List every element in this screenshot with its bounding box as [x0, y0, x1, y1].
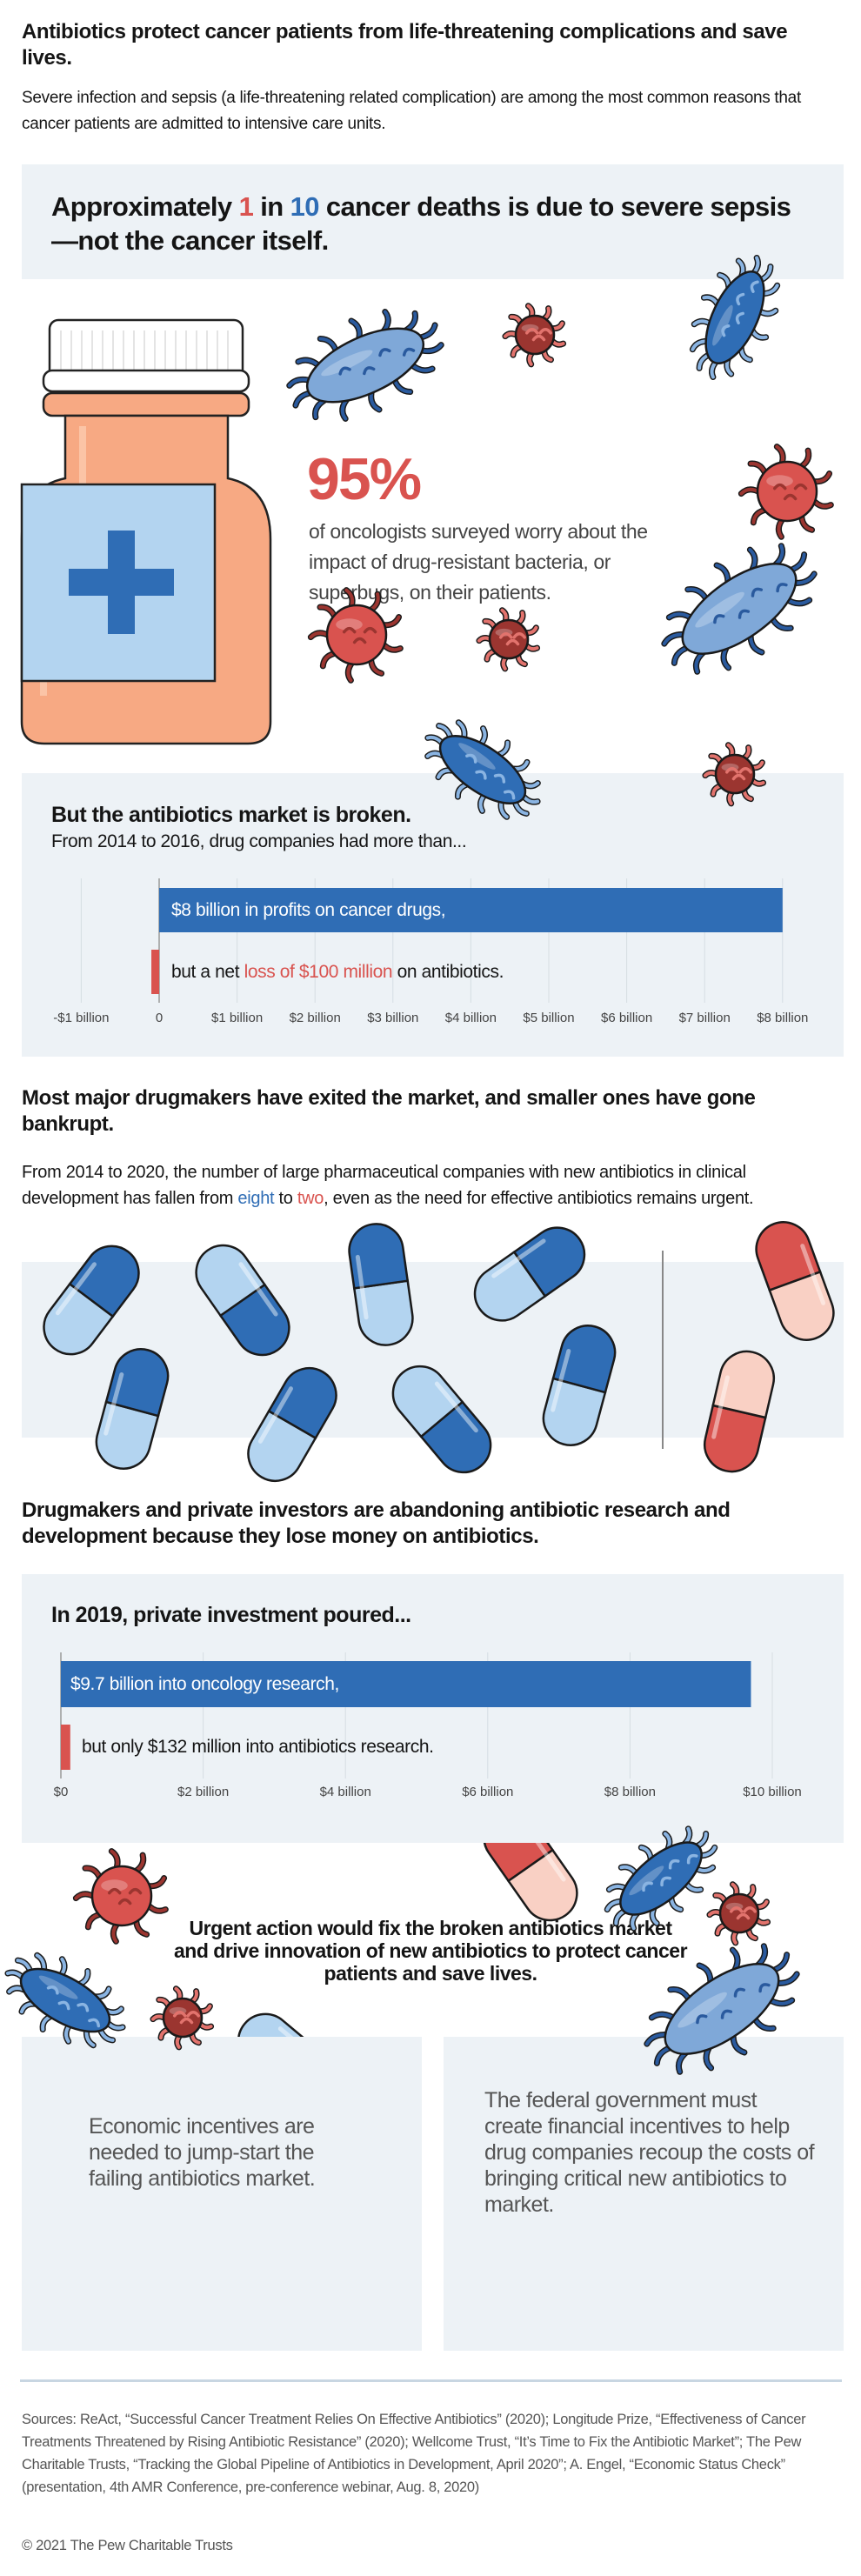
sepsis-callout-panel [22, 164, 844, 279]
bar-1 [151, 950, 159, 994]
x-tick-label: $8 billion [757, 1011, 809, 1025]
pills-divider [662, 1251, 664, 1449]
bar-label-segment: in profits on cancer drugs, [239, 900, 446, 920]
action-statement: Urgent action would fix the broken antib… [173, 1917, 688, 1985]
section-2-heading: Most major drugmakers have exited the ma… [22, 1086, 756, 1136]
sepsis-callout: Approximately 1 in 10 cancer deaths is d… [51, 190, 817, 257]
x-tick-label: $8 billion [604, 1785, 656, 1799]
chart-2-title: In 2019, private investment poured... [51, 1603, 411, 1627]
x-tick-label: $0 [53, 1785, 69, 1799]
x-tick-label: $6 billion [600, 1011, 653, 1025]
incentive-box-right [444, 2037, 844, 2351]
copyright: © 2021 The Pew Charitable Trusts [22, 2538, 233, 2553]
incentive-box-left [22, 2037, 422, 2351]
x-tick-label: -$1 billion [53, 1011, 110, 1025]
page-title: Antibiotics protect cancer patients from… [22, 20, 788, 70]
x-tick-label: $2 billion [177, 1785, 230, 1799]
blue-pill-icon [542, 1325, 617, 1446]
paragraph-text: to [274, 1189, 297, 1208]
incentive-box-right-text: The federal government must create finan… [484, 2088, 815, 2217]
bar-label-segment: into antibiotics research. [241, 1737, 434, 1757]
chart-panel-investment [22, 1574, 844, 1843]
bar-label-segment: on antibiotics. [392, 962, 504, 982]
callout-number-10: 10 [290, 191, 320, 222]
count-eight: eight [237, 1189, 275, 1208]
count-two: two [297, 1189, 324, 1208]
chart-1-subtitle: From 2014 to 2016, drug companies had mo… [51, 831, 467, 851]
section-2-paragraph: From 2014 to 2020, the number of large p… [22, 1159, 844, 1211]
bar-label-segment: loss of [244, 962, 299, 982]
blue-pill-icon [95, 1348, 170, 1470]
chart-1-bars [80, 878, 784, 1003]
blue-pill-icon [43, 1245, 140, 1356]
bar-1 [61, 1725, 70, 1770]
bar-label-segment: but only [82, 1737, 148, 1757]
blue-pill-icon [247, 1366, 337, 1483]
chart-2-bar-label-antibiotics: but only $132 million into antibiotics r… [82, 1737, 434, 1758]
x-tick-label: $10 billion [743, 1785, 802, 1799]
x-tick-label: $5 billion [523, 1011, 575, 1025]
blue-pill-icon [391, 1365, 492, 1474]
callout-number-1: 1 [238, 191, 254, 222]
bar-label-segment: $9.7 billion [70, 1674, 154, 1694]
chart-2-bars [60, 1652, 773, 1779]
x-tick-label: $3 billion [367, 1011, 419, 1025]
section-3-heading: Drugmakers and private investors are aba… [22, 1498, 731, 1548]
blue-pill-icon [195, 1244, 290, 1357]
bar-label-segment: but a net [171, 962, 244, 982]
sources: Sources: ReAct, “Successful Cancer Treat… [22, 2412, 806, 2495]
medical-cross-icon [69, 531, 174, 634]
bar-label-segment: $100 million [298, 962, 393, 982]
callout-text: cancer deaths is due to severe sepsis—no… [51, 191, 791, 256]
chart-1-title: But the antibiotics market is broken. [51, 803, 411, 827]
x-tick-label: 0 [155, 1011, 164, 1025]
blue-pill-icon [473, 1226, 586, 1322]
x-tick-label: $2 billion [289, 1011, 341, 1025]
chart-1-bar-label-loss: but a net loss of $100 million on antibi… [171, 962, 504, 983]
x-tick-label: $4 billion [444, 1011, 497, 1025]
x-tick-label: $4 billion [319, 1785, 371, 1799]
callout-text: Approximately [51, 191, 239, 222]
bar-label-segment: into oncology research, [153, 1674, 339, 1694]
footer-divider [20, 2379, 842, 2382]
bar-label-segment: $8 billion [171, 900, 240, 920]
paragraph-text: From 2014 to 2020, the number of large p… [22, 1163, 746, 1208]
red-pill-icon [755, 1221, 835, 1341]
x-tick-label: $6 billion [462, 1785, 514, 1799]
paragraph-text: , even as the need for effective antibio… [324, 1189, 754, 1208]
x-tick-label: $1 billion [210, 1011, 264, 1025]
stat-value: 95% [307, 446, 422, 512]
bottle-cap-icon [42, 318, 250, 393]
x-tick-label: $7 billion [678, 1011, 731, 1025]
callout-text: in [253, 191, 290, 222]
red-pill-icon [704, 1350, 775, 1473]
medicine-bottle-illustration [20, 318, 272, 745]
bar-label-segment: $132 million [147, 1737, 242, 1757]
chart-1-bar-label-profits: $8 billion in profits on cancer drugs, [171, 900, 446, 921]
bar-0 [61, 1661, 751, 1707]
intro-text: Severe infection and sepsis (a life-thre… [22, 89, 801, 133]
incentive-box-left-text: Economic incentives are needed to jump-s… [89, 2114, 316, 2191]
blue-pill-icon [348, 1223, 414, 1346]
chart-2-bar-label-oncology: $9.7 billion into oncology research, [70, 1674, 339, 1695]
bar-0 [159, 888, 783, 932]
